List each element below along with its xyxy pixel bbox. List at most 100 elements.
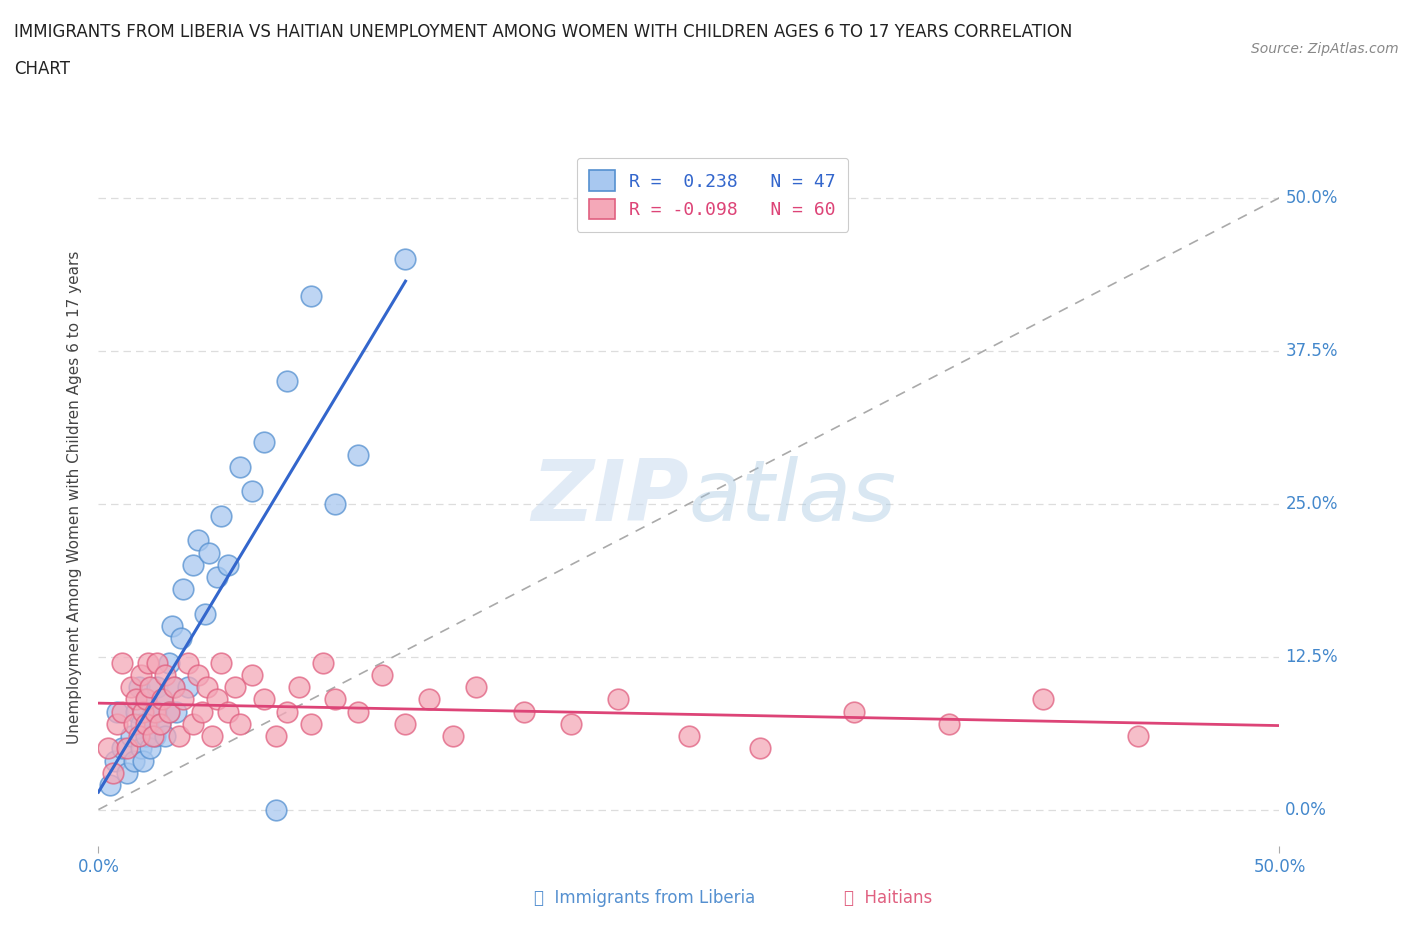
Point: [607, 692, 630, 707]
Point: [276, 704, 298, 719]
Point: [143, 729, 166, 744]
Point: [240, 484, 263, 498]
Point: [288, 680, 311, 695]
Point: [347, 447, 370, 462]
Text: ⬛  Immigrants from Liberia: ⬛ Immigrants from Liberia: [534, 889, 755, 907]
Point: [121, 680, 143, 695]
Point: [299, 288, 322, 303]
Point: [149, 716, 172, 731]
Point: [111, 741, 134, 756]
Text: 25.0%: 25.0%: [1285, 495, 1339, 512]
Point: [153, 668, 176, 683]
Point: [150, 692, 173, 707]
Point: [195, 680, 218, 695]
Point: [125, 704, 148, 719]
Point: [143, 704, 166, 719]
Text: Source: ZipAtlas.com: Source: ZipAtlas.com: [1251, 42, 1399, 56]
Point: [122, 753, 145, 768]
Point: [217, 704, 239, 719]
Point: [132, 753, 155, 768]
Point: [264, 729, 287, 744]
Point: [129, 668, 152, 683]
Text: ⬛  Haitians: ⬛ Haitians: [844, 889, 932, 907]
Point: [371, 668, 394, 683]
Point: [240, 668, 263, 683]
Point: [136, 716, 159, 731]
Point: [105, 716, 128, 731]
Point: [187, 533, 209, 548]
Point: [125, 692, 148, 707]
Point: [394, 251, 416, 266]
Point: [187, 668, 209, 683]
Point: [132, 704, 155, 719]
Point: [111, 704, 134, 719]
Point: [142, 729, 165, 744]
Point: [299, 716, 322, 731]
Point: [146, 656, 169, 671]
Point: [115, 765, 138, 780]
Point: [136, 656, 159, 671]
Point: [135, 692, 157, 707]
Point: [181, 557, 204, 572]
Point: [217, 557, 239, 572]
Point: [194, 606, 217, 621]
Point: [181, 716, 204, 731]
Point: [1032, 692, 1054, 707]
Point: [512, 704, 534, 719]
Point: [323, 497, 346, 512]
Point: [157, 704, 180, 719]
Point: [129, 716, 152, 731]
Point: [104, 753, 127, 768]
Point: [139, 741, 162, 756]
Point: [101, 765, 124, 780]
Point: [153, 729, 176, 744]
Point: [394, 716, 416, 731]
Point: [264, 803, 287, 817]
Point: [191, 704, 214, 719]
Point: [229, 459, 252, 474]
Point: [198, 545, 221, 560]
Point: [129, 741, 152, 756]
Point: [224, 680, 246, 695]
Y-axis label: Unemployment Among Women with Children Ages 6 to 17 years: Unemployment Among Women with Children A…: [67, 251, 83, 744]
Point: [163, 680, 186, 695]
Point: [253, 692, 276, 707]
Point: [128, 680, 150, 695]
Point: [121, 729, 143, 744]
Point: [142, 704, 165, 719]
Point: [201, 729, 224, 744]
Point: [165, 704, 187, 719]
Point: [560, 716, 582, 731]
Point: [122, 716, 145, 731]
Text: ZIP: ZIP: [531, 456, 689, 539]
Point: [98, 777, 121, 792]
Point: [139, 680, 162, 695]
Point: [209, 656, 232, 671]
Point: [170, 631, 193, 645]
Point: [441, 729, 464, 744]
Point: [172, 582, 194, 597]
Text: 50.0%: 50.0%: [1285, 189, 1337, 206]
Point: [128, 729, 150, 744]
Point: [135, 729, 157, 744]
Point: [163, 680, 186, 695]
Point: [748, 741, 770, 756]
Point: [135, 716, 157, 731]
Point: [97, 741, 120, 756]
Point: [312, 656, 335, 671]
Point: [205, 570, 228, 585]
Point: [105, 704, 128, 719]
Point: [205, 692, 228, 707]
Point: [177, 680, 200, 695]
Text: 37.5%: 37.5%: [1285, 341, 1339, 360]
Point: [1126, 729, 1149, 744]
Point: [229, 716, 252, 731]
Point: [347, 704, 370, 719]
Point: [157, 704, 180, 719]
Point: [167, 729, 190, 744]
Point: [844, 704, 866, 719]
Text: 0.0%: 0.0%: [1285, 801, 1327, 818]
Point: [323, 692, 346, 707]
Point: [678, 729, 700, 744]
Point: [111, 656, 134, 671]
